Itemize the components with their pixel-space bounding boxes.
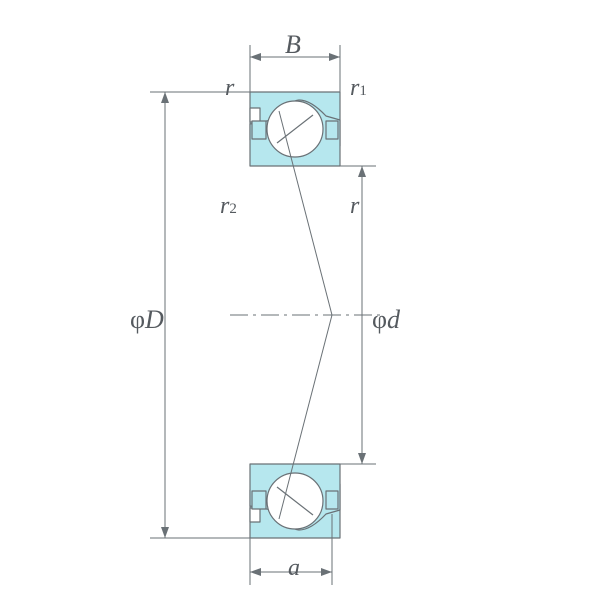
label-B: B — [285, 30, 301, 60]
label-d: φd — [372, 305, 400, 335]
label-D: φD — [130, 305, 164, 335]
label-a: a — [288, 555, 300, 582]
bearing-cross-section-diagram — [0, 0, 600, 600]
label-r-topleft: r — [225, 75, 234, 102]
label-r-right: r — [350, 193, 359, 220]
label-r2-left: r2 — [220, 193, 237, 220]
label-r1-topright: r1 — [350, 75, 367, 102]
